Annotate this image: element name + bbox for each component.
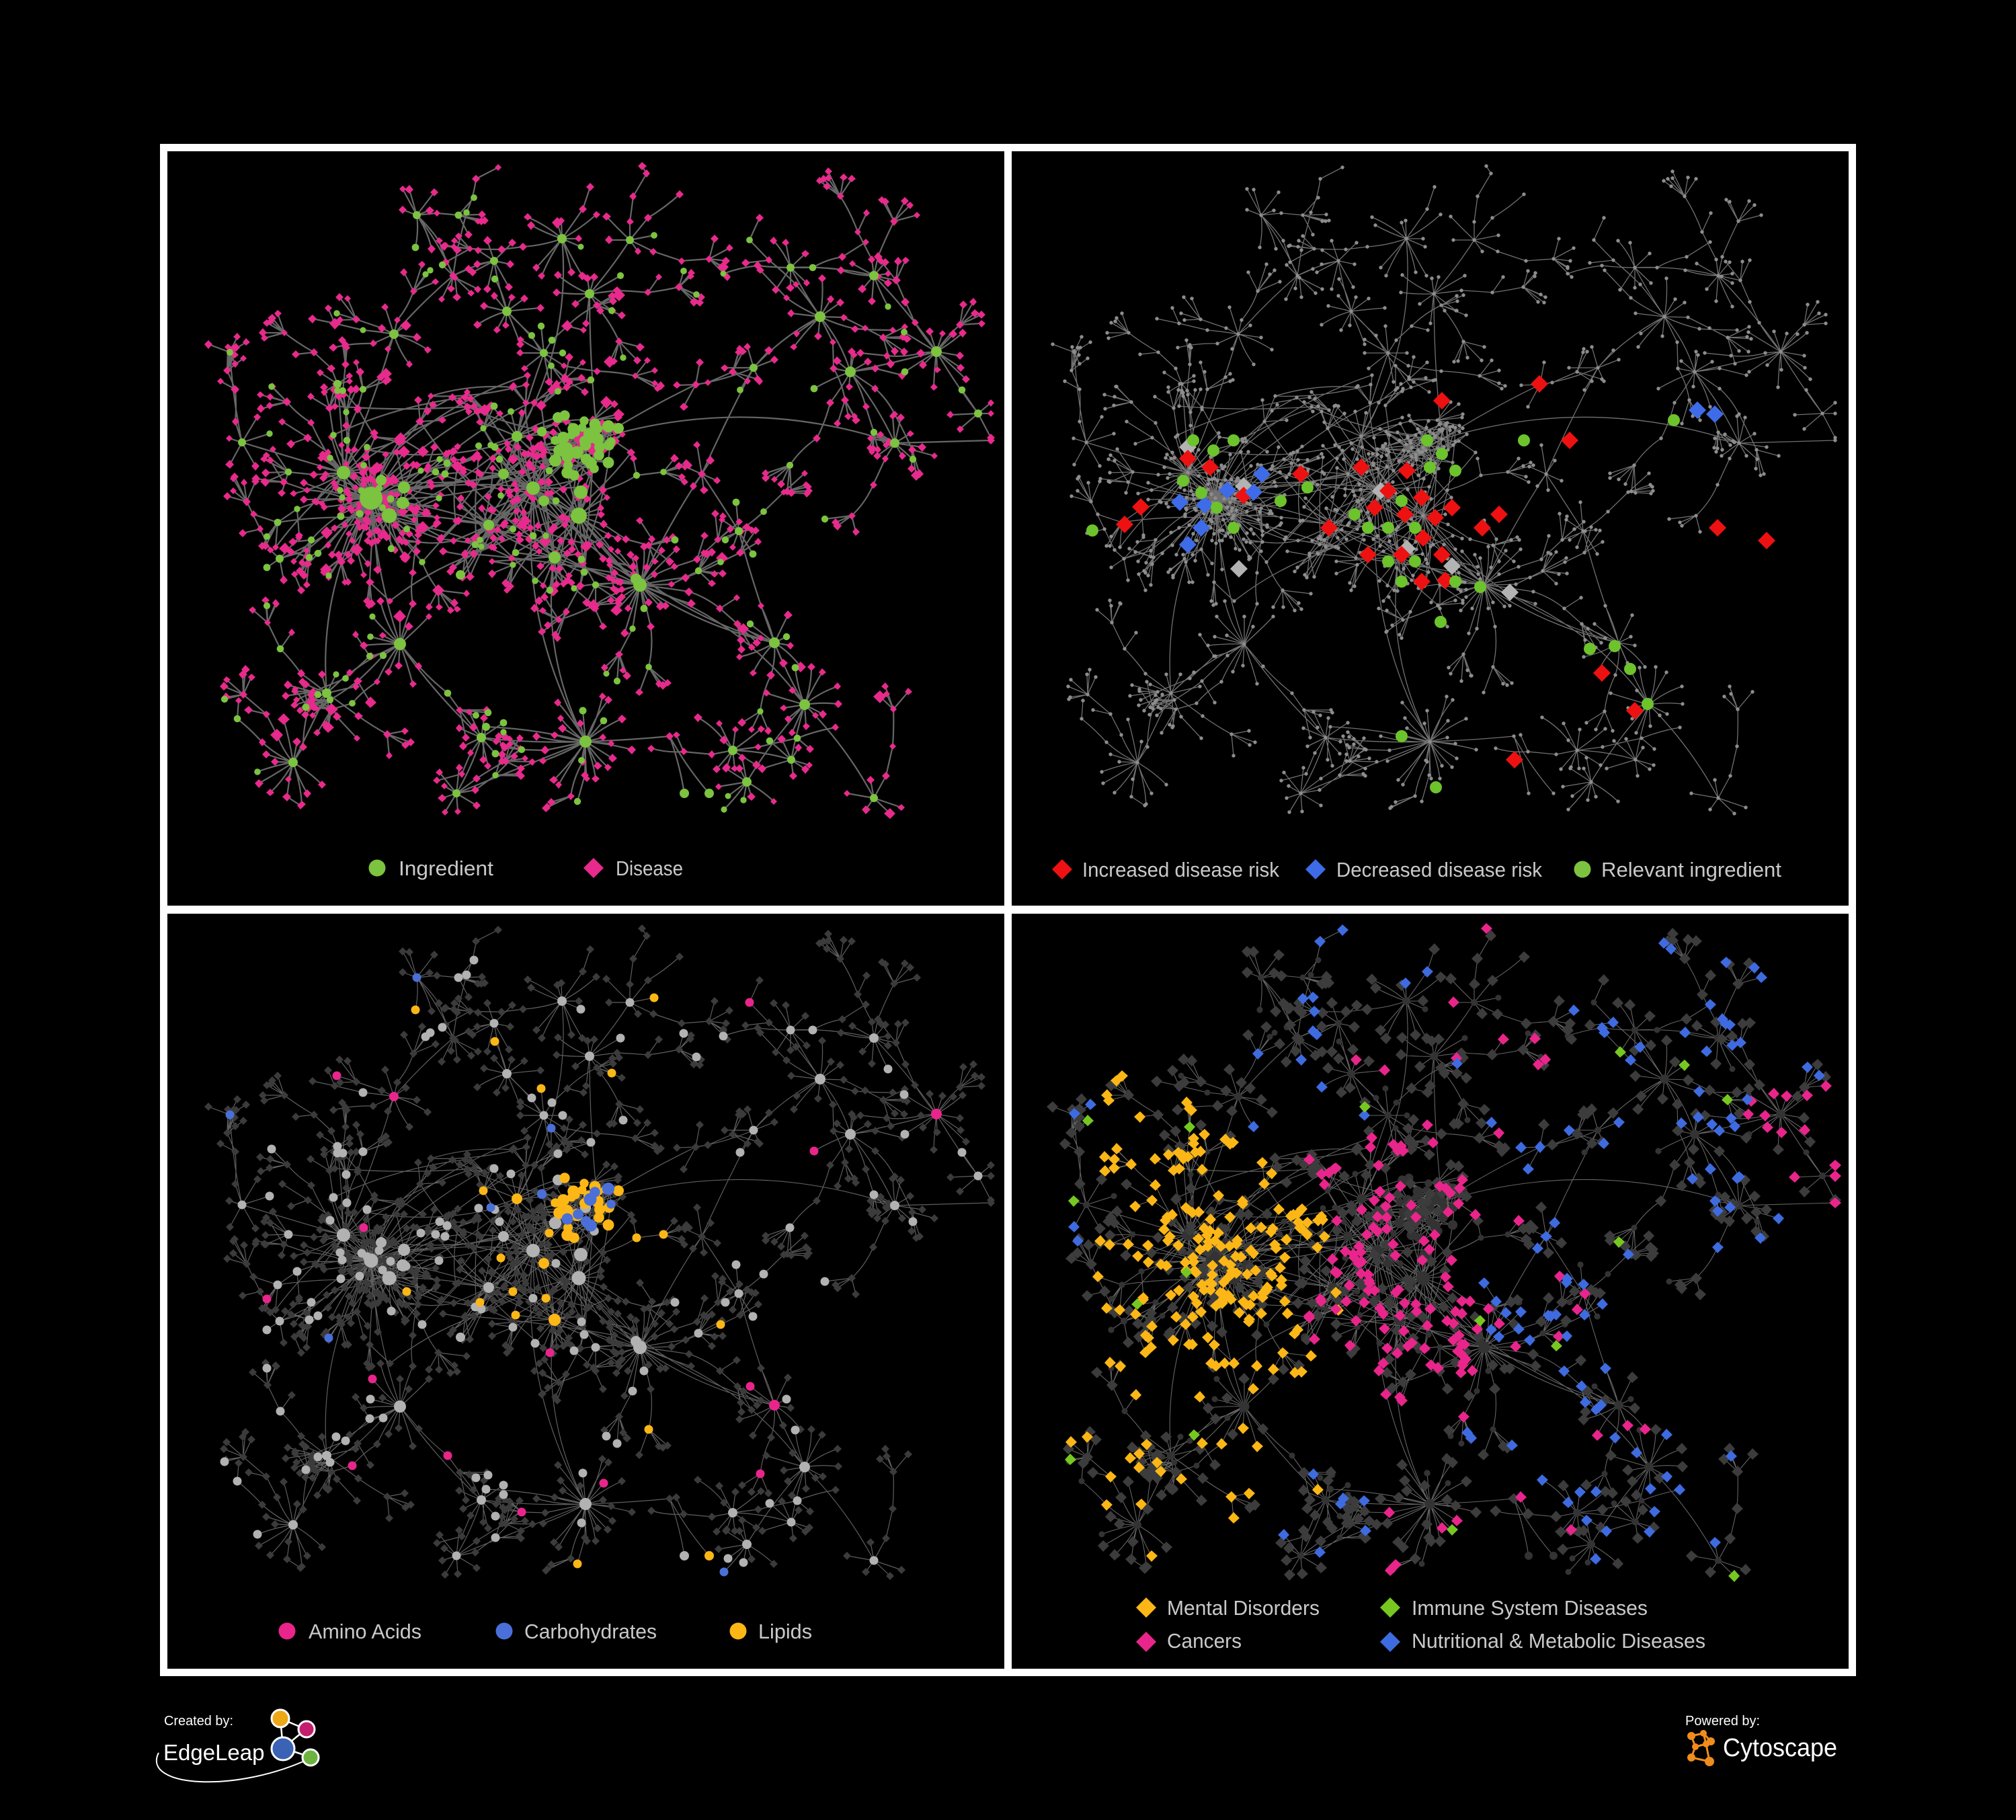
svg-text:Ingredient: Ingredient <box>399 857 493 880</box>
svg-text:Mental Disorders: Mental Disorders <box>1167 1596 1320 1620</box>
svg-text:Relevant ingredient: Relevant ingredient <box>1601 858 1781 881</box>
svg-text:Increased disease risk: Increased disease risk <box>1082 858 1279 881</box>
svg-text:Powered by:: Powered by: <box>1685 1714 1760 1729</box>
svg-text:EdgeLeap: EdgeLeap <box>163 1740 264 1765</box>
svg-text:Decreased disease risk: Decreased disease risk <box>1336 858 1542 881</box>
svg-text:Amino Acids: Amino Acids <box>309 1620 421 1643</box>
svg-text:Cytoscape: Cytoscape <box>1723 1734 1837 1762</box>
svg-text:Immune System Diseases: Immune System Diseases <box>1412 1596 1648 1620</box>
svg-text:Lipids: Lipids <box>758 1620 812 1643</box>
svg-text:Created by:: Created by: <box>164 1714 233 1729</box>
svg-text:Nutritional & Metabolic Diseas: Nutritional & Metabolic Diseases <box>1412 1629 1705 1653</box>
svg-text:Cancers: Cancers <box>1167 1629 1242 1653</box>
svg-text:Carbohydrates: Carbohydrates <box>524 1620 657 1643</box>
svg-text:Disease: Disease <box>616 857 683 880</box>
